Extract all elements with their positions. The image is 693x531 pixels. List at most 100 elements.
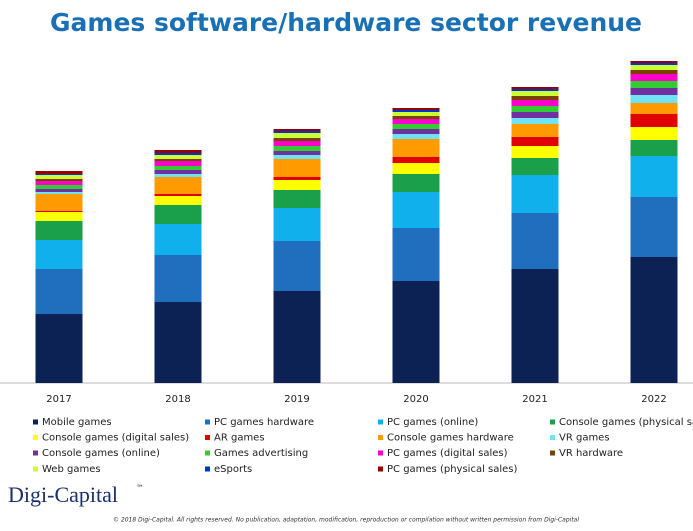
bar-segment bbox=[392, 192, 440, 228]
bar-segment bbox=[154, 161, 202, 166]
bar-segment bbox=[630, 65, 678, 70]
bar-segment bbox=[273, 291, 321, 383]
bar-segment bbox=[511, 106, 559, 112]
bar-segment bbox=[630, 74, 678, 81]
bar-segment bbox=[154, 194, 202, 196]
bar-segment bbox=[35, 171, 83, 174]
bar-segment bbox=[630, 257, 678, 383]
x-tick-label: 2022 bbox=[641, 394, 666, 405]
bar-segment bbox=[35, 221, 83, 240]
legend-label: Console games (online) bbox=[42, 448, 160, 459]
legend-swatch bbox=[205, 435, 210, 440]
bar-segment bbox=[511, 112, 559, 118]
legend-swatch bbox=[33, 450, 38, 456]
bar-segment bbox=[273, 138, 321, 141]
bar-segment bbox=[630, 88, 678, 95]
copyright: © 2018 Digi-Capital. All rights reserved… bbox=[113, 517, 579, 524]
legend-label: VR games bbox=[559, 433, 610, 444]
bar-segment bbox=[35, 194, 83, 211]
bar-segment bbox=[392, 119, 440, 124]
bar-segment bbox=[154, 150, 202, 153]
bar-segment bbox=[154, 196, 202, 205]
bar-segment bbox=[630, 127, 678, 140]
legend-label: Games advertising bbox=[214, 448, 308, 459]
bar-segment bbox=[273, 129, 321, 131]
bar-segment bbox=[154, 155, 202, 159]
legend-label: Mobile games bbox=[42, 417, 112, 428]
bar-segment bbox=[154, 159, 202, 161]
bar-segment bbox=[630, 114, 678, 127]
bar-segment bbox=[273, 159, 321, 177]
bar-segment bbox=[154, 170, 202, 174]
legend-label: Console games hardware bbox=[387, 433, 514, 444]
legend-swatch bbox=[378, 419, 383, 425]
bar-segment bbox=[630, 140, 678, 156]
bar-segment bbox=[35, 211, 83, 212]
bar-segment bbox=[273, 208, 321, 241]
legend-swatch bbox=[378, 466, 383, 472]
bar-segment bbox=[273, 131, 321, 133]
bar-segment bbox=[154, 255, 202, 302]
legend-label: PC games (online) bbox=[387, 417, 478, 428]
bar-segment bbox=[392, 129, 440, 134]
bar-segment bbox=[392, 110, 440, 112]
bar-segment bbox=[273, 133, 321, 138]
x-tick-label: 2021 bbox=[522, 394, 547, 405]
legend-label: Web games bbox=[42, 464, 101, 475]
bar-segment bbox=[35, 314, 83, 383]
bar-segment bbox=[35, 269, 83, 314]
legend-swatch bbox=[550, 450, 555, 456]
bar-segment bbox=[630, 61, 678, 63]
legend-label: PC games (digital sales) bbox=[387, 448, 508, 459]
legend-swatch bbox=[205, 466, 210, 472]
bar-segment bbox=[35, 174, 83, 175]
bar-segment bbox=[392, 163, 440, 174]
bar-segment bbox=[511, 269, 559, 383]
bar-segment bbox=[511, 213, 559, 269]
bar-segment bbox=[392, 108, 440, 110]
bar-segment bbox=[273, 155, 321, 159]
bar-segment bbox=[511, 89, 559, 91]
bar-segment bbox=[154, 205, 202, 224]
bar-segment bbox=[511, 96, 559, 100]
bar-segment bbox=[511, 137, 559, 146]
legend-swatch bbox=[33, 466, 38, 472]
legend-swatch bbox=[205, 450, 210, 456]
logo: Digi-Capital bbox=[8, 482, 118, 507]
bar-segment bbox=[35, 179, 83, 181]
bar-segment bbox=[511, 118, 559, 124]
bar-segment bbox=[630, 197, 678, 257]
legend-label: PC games hardware bbox=[214, 417, 314, 428]
legend-label: eSports bbox=[214, 464, 252, 475]
bar-segment bbox=[154, 153, 202, 155]
bar-segment bbox=[273, 190, 321, 208]
legend-swatch bbox=[550, 419, 555, 425]
bar-segment bbox=[511, 124, 559, 137]
bar-segment bbox=[630, 70, 678, 74]
bar-segment bbox=[392, 112, 440, 116]
bar-segment bbox=[273, 146, 321, 151]
bar-segment bbox=[630, 81, 678, 88]
bar-segment bbox=[35, 175, 83, 179]
bar-segment bbox=[35, 192, 83, 194]
bar-segment bbox=[511, 91, 559, 96]
bar-segment bbox=[392, 228, 440, 281]
bar-segment bbox=[273, 241, 321, 291]
bar-segment bbox=[392, 124, 440, 129]
legend-swatch bbox=[33, 435, 38, 440]
legend-swatch bbox=[33, 419, 38, 425]
x-tick-label: 2020 bbox=[403, 394, 428, 405]
bar-segment bbox=[35, 181, 83, 185]
bar-segment bbox=[154, 177, 202, 194]
x-tick-label: 2017 bbox=[46, 394, 71, 405]
bar-segment bbox=[392, 116, 440, 119]
bar-segment bbox=[392, 157, 440, 163]
legend-swatch bbox=[378, 435, 383, 440]
bar-segment bbox=[392, 139, 440, 157]
legend-swatch bbox=[205, 419, 210, 425]
bar-segment bbox=[273, 151, 321, 155]
bar-segment bbox=[154, 224, 202, 255]
chart-title: Games software/hardware sector revenue bbox=[50, 8, 642, 37]
bar-segment bbox=[35, 185, 83, 189]
